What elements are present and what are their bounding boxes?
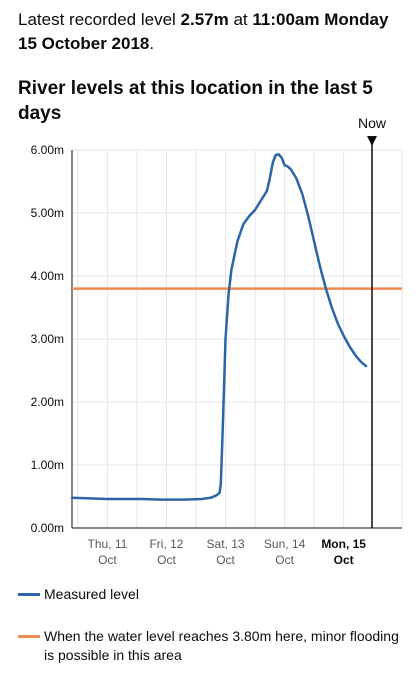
x-tick-label: Oct bbox=[334, 553, 354, 567]
latest-suffix: . bbox=[149, 34, 155, 53]
y-tick-label: 6.00m bbox=[31, 143, 64, 157]
latest-at: at bbox=[228, 10, 253, 29]
latest-datetime: 11:00am Monday 15 October 2018 bbox=[18, 10, 389, 53]
x-tick-label: Oct bbox=[157, 553, 176, 567]
y-tick-label: 2.00m bbox=[31, 395, 64, 409]
river-level-chart: 0.00m 1.00m 2.00m 3.00m 4.00m 5.00m 6.00m Thu, … bbox=[31, 115, 403, 567]
legend-threshold: When the water level reaches 3.80m here,… bbox=[18, 627, 410, 665]
legend-measured: Measured level bbox=[18, 585, 410, 604]
x-tick-label: Oct bbox=[275, 553, 294, 567]
now-marker-icon bbox=[367, 136, 377, 146]
y-tick-label: 4.00m bbox=[31, 269, 64, 283]
chart-title: River levels at this location in the las… bbox=[18, 78, 373, 124]
measured-level-line bbox=[70, 153, 368, 501]
x-tick-label: Sun, 14 bbox=[264, 537, 306, 551]
x-tick-label: Mon, 15 bbox=[321, 537, 366, 551]
x-tick-label: Sat, 13 bbox=[207, 537, 245, 551]
latest-prefix: Latest recorded level bbox=[18, 10, 181, 29]
now-label: Now bbox=[358, 115, 387, 131]
latest-level-value: 2.57m bbox=[180, 10, 229, 29]
x-tick-label: Oct bbox=[216, 553, 235, 567]
flood-threshold-swatch bbox=[18, 635, 40, 638]
latest-level-summary: Latest recorded level 2.57m at 11:00am M… bbox=[18, 8, 410, 56]
x-tick-label: Fri, 12 bbox=[149, 537, 183, 551]
y-tick-label: 3.00m bbox=[31, 332, 64, 346]
x-tick-label: Thu, 11 bbox=[88, 537, 128, 551]
y-tick-label: 1.00m bbox=[31, 458, 64, 472]
y-tick-label: 0.00m bbox=[31, 521, 64, 535]
legend-threshold-label: When the water level reaches 3.80m here,… bbox=[44, 628, 399, 663]
x-tick-label: Oct bbox=[98, 553, 117, 567]
measured-level-swatch bbox=[18, 593, 40, 596]
legend-measured-label: Measured level bbox=[44, 586, 139, 602]
y-tick-label: 5.00m bbox=[31, 206, 64, 220]
